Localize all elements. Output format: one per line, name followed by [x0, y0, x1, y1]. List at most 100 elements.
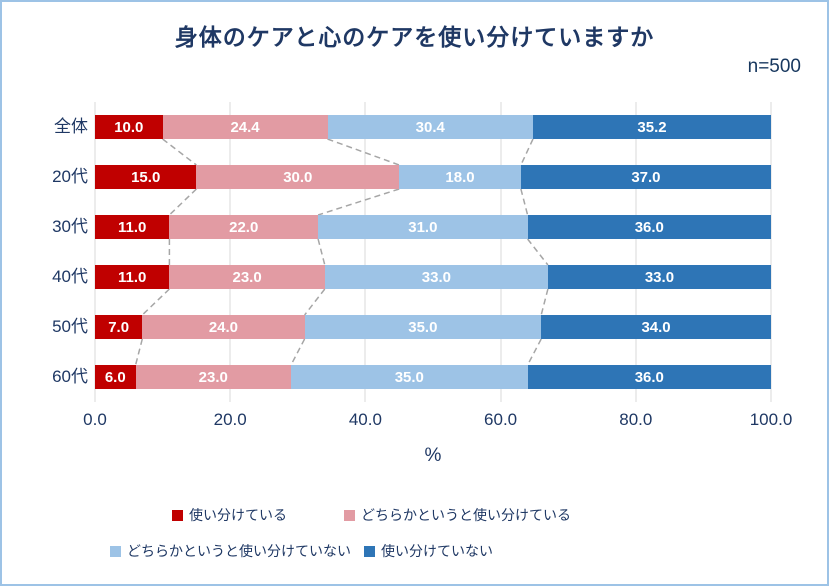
connector-line: [134, 338, 144, 366]
bar-segment: 37.0: [520, 165, 771, 189]
bar-value-label: 35.0: [394, 368, 424, 386]
connector-line: [162, 138, 197, 166]
gridline: [500, 102, 502, 402]
category-label: 40代: [52, 267, 88, 286]
bar-segment: 30.0: [196, 165, 400, 189]
bar-row: 15.0 30.0 18.0 37.0: [95, 165, 771, 189]
chart-title: 身体のケアと心のケアを使い分けていますか: [174, 24, 655, 50]
x-tick-label: 100.0: [749, 410, 793, 429]
gridline: [364, 102, 366, 402]
bar-value-label: 33.0: [421, 268, 451, 286]
bar-value-label: 23.0: [198, 368, 228, 386]
bar-row: 11.0 23.0 33.0 33.0: [95, 265, 771, 289]
bar-value-label: 18.0: [445, 168, 475, 186]
bar-row: 6.0 23.0 35.0 36.0: [95, 365, 771, 389]
legend-label: どちらかというと使い分けている: [361, 507, 571, 523]
legend-label: 使い分けている: [189, 507, 287, 523]
gridline: [770, 102, 772, 402]
legend-swatch: [344, 509, 355, 521]
bar-value-label: 35.0: [408, 318, 438, 336]
gridline: [635, 102, 637, 402]
bar-segment: 11.0: [95, 215, 170, 239]
connector-line: [520, 138, 534, 166]
bar-value-label: 30.0: [283, 168, 313, 186]
legend-label: どちらかというと使い分けていない: [127, 543, 351, 559]
bar-segment: 35.2: [533, 115, 771, 139]
bar-value-label: 11.0: [117, 268, 147, 286]
connector-line: [304, 288, 326, 316]
legend-item: 使い分けていない: [364, 541, 493, 561]
bar-segment: 33.0: [324, 265, 548, 289]
x-tick-label: 40.0: [348, 410, 382, 429]
bar-segment: 22.0: [169, 215, 319, 239]
category-label: 全体: [54, 117, 88, 136]
bar-segment: 11.0: [95, 265, 170, 289]
bar-row: 7.0 24.0 35.0 34.0: [95, 315, 771, 339]
x-tick-label: 0.0: [83, 410, 107, 429]
bar-segment: 23.0: [169, 265, 325, 289]
bar-value-label: 7.0: [108, 318, 130, 336]
legend-item: どちらかというと使い分けていない: [110, 541, 351, 561]
legend-row: どちらかというと使い分けていない 使い分けていない: [2, 536, 827, 566]
bar-value-label: 36.0: [634, 218, 664, 236]
bar-value-label: 15.0: [131, 168, 161, 186]
connector-line: [141, 288, 170, 316]
bar-segment: 30.4: [327, 115, 534, 139]
bar-segment: 10.0: [95, 115, 163, 139]
connector-line: [327, 138, 400, 166]
legend-item: どちらかというと使い分けている: [344, 505, 571, 525]
bar-value-label: 23.0: [232, 268, 262, 286]
x-axis-title: %: [424, 445, 442, 466]
x-tick-label: 60.0: [484, 410, 518, 429]
bar-value-label: 33.0: [644, 268, 675, 286]
legend-item: 使い分けている: [172, 505, 287, 525]
chart-legend: 使い分けている どちらかというと使い分けているどちらかというと使い分けていない 使い…: [2, 500, 827, 572]
bar-segment: 6.0: [95, 365, 136, 389]
bar-segment: 24.0: [142, 315, 305, 339]
bar-segment: 36.0: [527, 365, 771, 389]
legend-label: 使い分けていない: [381, 543, 493, 559]
bar-segment: 7.0: [95, 315, 143, 339]
category-label: 30代: [52, 217, 88, 236]
legend-swatch: [110, 545, 121, 557]
connector-line: [527, 238, 549, 266]
bar-value-label: 6.0: [104, 368, 126, 386]
gridline: [94, 102, 96, 402]
bar-row: 11.0 22.0 31.0 36.0: [95, 215, 771, 239]
bar-row: 10.0 24.4 30.4 35.2: [95, 115, 771, 139]
bar-segment: 35.0: [291, 365, 528, 389]
connector-line: [540, 288, 549, 316]
connector-lines: [134, 138, 549, 366]
bar-value-label: 10.0: [114, 118, 144, 136]
bar-value-label: 11.0: [117, 218, 147, 236]
bar-segment: 18.0: [399, 165, 521, 189]
connector-line: [168, 188, 197, 216]
connector-line: [290, 338, 306, 366]
bar-segment: 35.0: [304, 315, 542, 339]
bar-value-label: 31.0: [408, 218, 438, 236]
bar-segment: 34.0: [541, 315, 771, 339]
bar-segment: 36.0: [527, 215, 771, 239]
category-label: 60代: [52, 367, 88, 386]
legend-swatch: [172, 509, 183, 521]
bar-value-label: 36.0: [634, 368, 664, 386]
connector-line: [317, 238, 326, 266]
x-axis-ticks: 0.0 20.0 40.0 60.0 80.0 100.0: [83, 410, 792, 434]
gridline: [229, 102, 231, 402]
connector-line: [317, 188, 400, 216]
bar-value-label: 22.0: [229, 218, 259, 236]
bar-value-label: 24.0: [208, 318, 239, 336]
legend-swatch: [364, 545, 375, 557]
bar-value-label: 34.0: [641, 318, 671, 336]
x-tick-label: 20.0: [213, 410, 247, 429]
bar-value-label: 24.4: [230, 118, 260, 136]
bar-segment: 15.0: [95, 165, 197, 189]
bar-value-label: 30.4: [415, 118, 445, 136]
bar-value-label: 37.0: [631, 168, 661, 186]
bar-value-label: 35.2: [637, 118, 667, 136]
bar-segment: 23.0: [135, 365, 292, 389]
connector-line: [526, 338, 542, 366]
category-label: 20代: [52, 167, 88, 186]
sample-size-label: n=500: [747, 56, 801, 77]
